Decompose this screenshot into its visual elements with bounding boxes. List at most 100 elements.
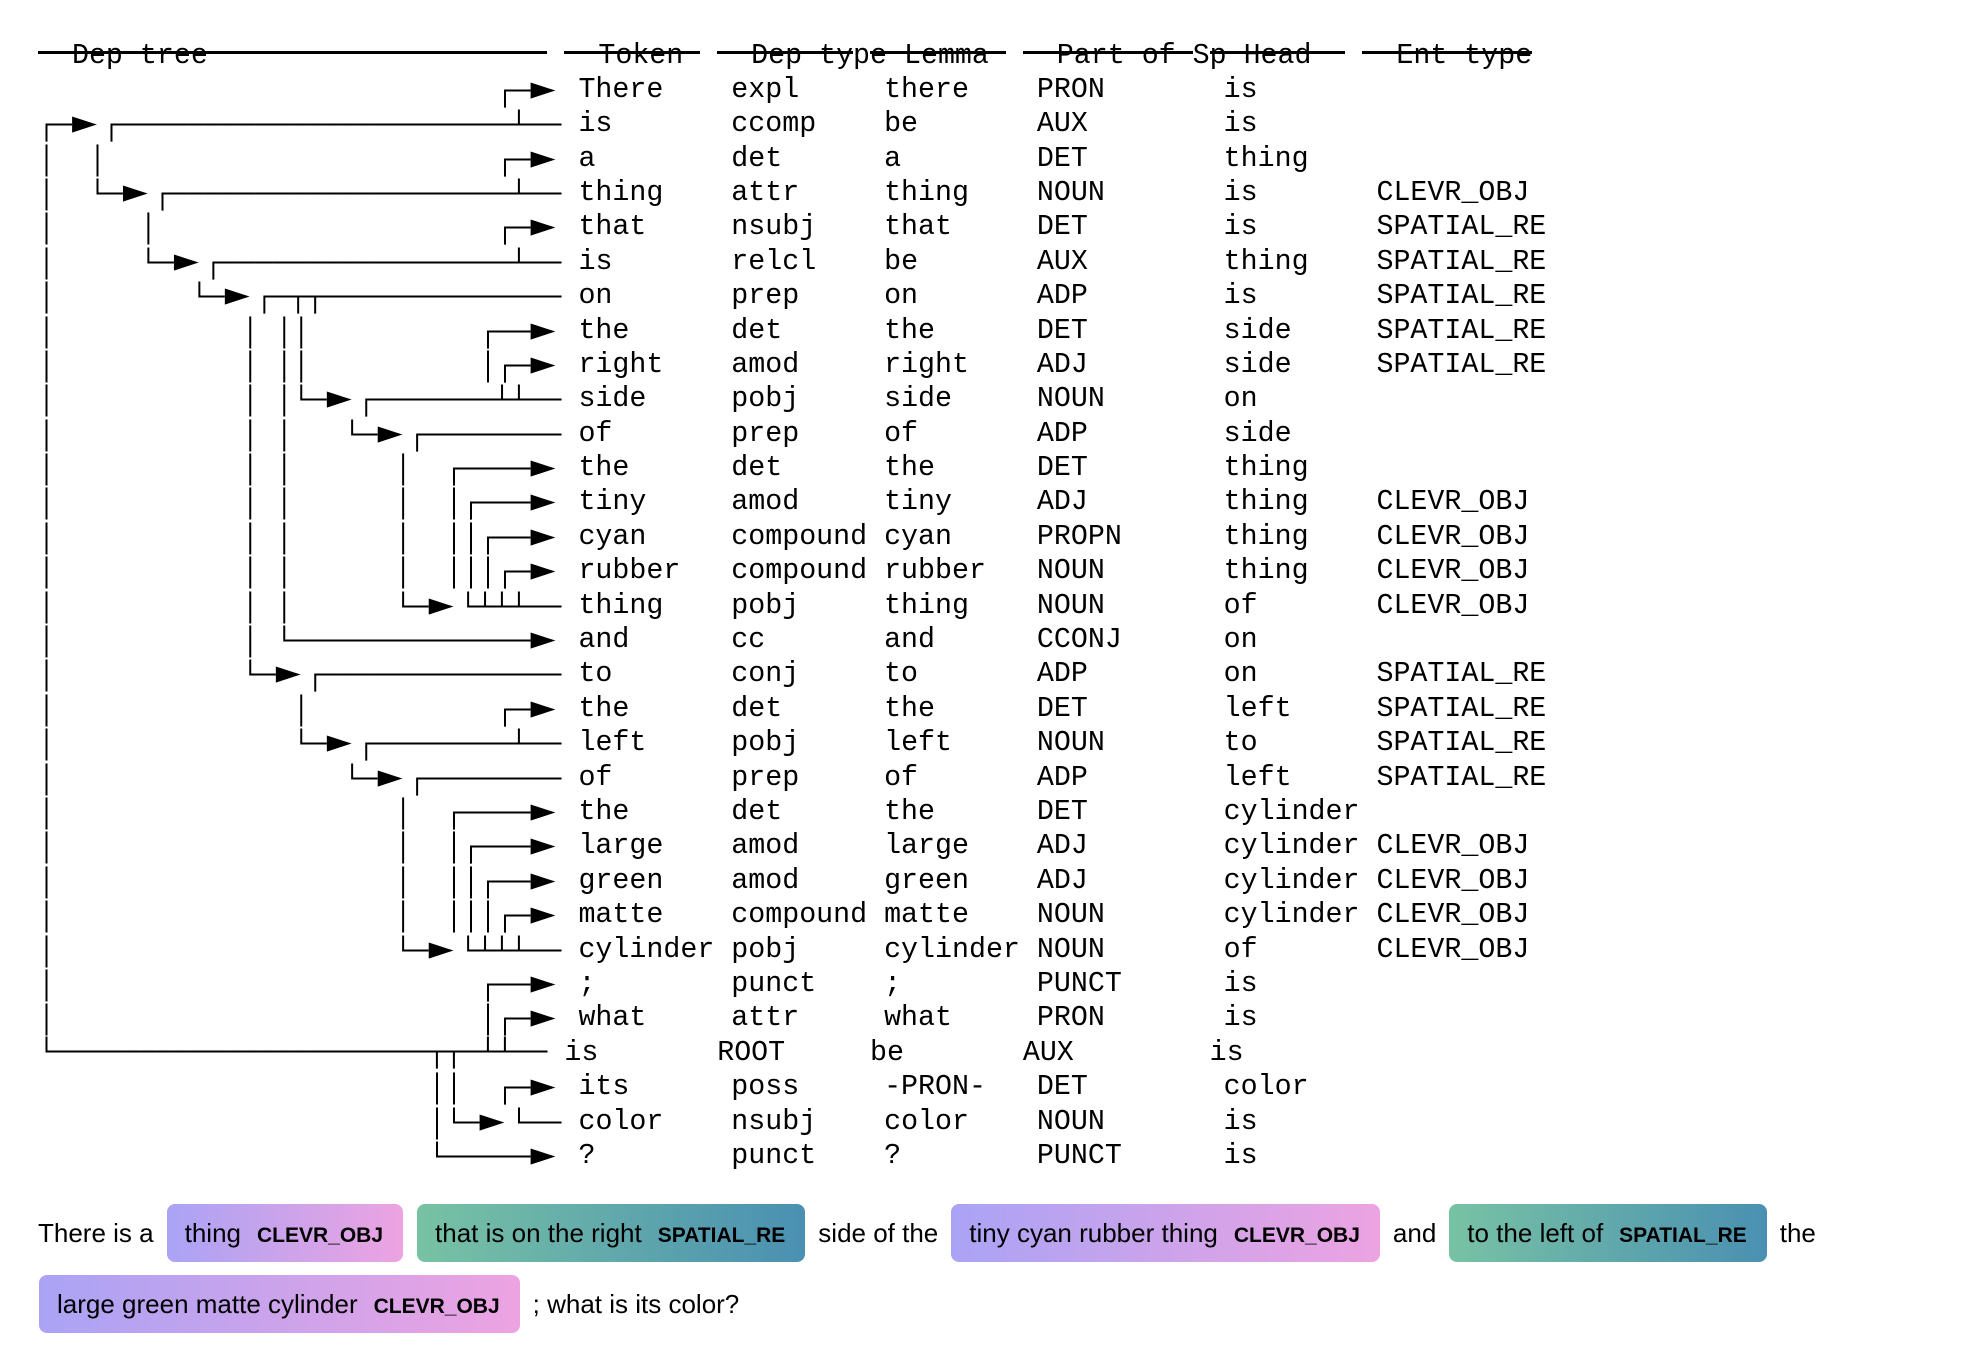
- arrowhead-icon: ►: [530, 309, 556, 348]
- token-cell: matte: [578, 899, 664, 932]
- token-cell: side: [578, 383, 647, 416]
- head-cell: is: [1223, 1105, 1258, 1138]
- token-cell: ?: [578, 1139, 596, 1172]
- divider: [1362, 51, 1533, 54]
- entity-span: thing CLEVR_OBJ: [166, 1204, 404, 1262]
- pos-cell: NOUN: [1036, 383, 1105, 416]
- token-cell: on: [578, 280, 613, 313]
- dep-tree-branch: │ │ │ │ ││┌──►: [38, 515, 561, 556]
- pos-cell: PRON: [1036, 73, 1105, 106]
- arrowhead-icon: ►: [530, 962, 556, 1001]
- lemma-cell: be: [870, 1036, 904, 1069]
- dep-type-cell: amod: [731, 486, 800, 519]
- dep-tree-branch: ┌─► ┌───────────────────────┴──: [38, 103, 562, 143]
- lemma-cell: be: [884, 245, 919, 278]
- pos-cell: ADP: [1036, 280, 1088, 313]
- header-dep-type: Dep type: [751, 40, 888, 73]
- token-cell: a: [578, 142, 596, 175]
- arrowhead-icon: ►: [71, 103, 97, 142]
- dep-tree-branch: │ └─► ┌─────────────────┴──: [38, 240, 562, 280]
- dep-type-cell: cc: [731, 624, 766, 657]
- table-row: │ │ │ │ ┌────► the det the DET thing: [38, 450, 1546, 486]
- entity-text: to the left of: [1467, 1218, 1604, 1248]
- table-row: └──────────────────────┬┬─┴┴── is ROOT be AU…: [38, 1036, 1546, 1070]
- head-cell: cylinder: [1223, 864, 1360, 897]
- lemma-cell: -PRON-: [884, 1071, 986, 1104]
- entity-label: SPATIAL_RE: [657, 1224, 786, 1247]
- dep-type-cell: det: [731, 692, 783, 725]
- pos-cell: ADJ: [1036, 864, 1088, 897]
- table-row: │ │ └──────────────► and cc and CCONJ on: [38, 622, 1546, 658]
- dep-tree-branch: │ │┌─►: [38, 1000, 561, 1037]
- lemma-cell: thing: [884, 176, 969, 209]
- head-cell: side: [1223, 417, 1292, 450]
- table-row: │ │ ││┌──► green amod green ADJ cylinder CLEVR…: [38, 863, 1546, 900]
- entity-text: large green matte cylinder: [57, 1289, 358, 1319]
- plain-text: and: [1392, 1217, 1437, 1248]
- lemma-cell: of: [884, 417, 919, 450]
- lemma-cell: the: [884, 314, 936, 347]
- lemma-cell: the: [884, 452, 936, 485]
- dep-tree-branch: │ └─► ┌──────────────: [38, 653, 562, 693]
- head-cell: is: [1223, 967, 1258, 1000]
- pos-cell: AUX: [1022, 1036, 1074, 1069]
- pos-cell: ADJ: [1036, 486, 1088, 519]
- lemma-cell: to: [884, 658, 919, 691]
- table-row: └─────►? punct? PUNCT is: [38, 1134, 1546, 1175]
- arrowhead-icon: ►: [428, 584, 454, 623]
- pos-cell: NOUN: [1036, 555, 1105, 588]
- dep-type-cell: pobj: [731, 727, 800, 760]
- token-cell: cylinder: [578, 933, 715, 966]
- dep-tree-branch: └─────►: [38, 1134, 561, 1175]
- ent-type-cell: CLEVR_OBJ: [1376, 520, 1530, 553]
- token-cell: green: [578, 864, 664, 897]
- arrowhead-icon: ►: [530, 825, 556, 864]
- pos-cell: ADP: [1036, 417, 1088, 450]
- dep-tree-branch: │ │ ││ ┌──►: [38, 309, 561, 350]
- table-row: ││ ┌─► its poss -PRON- DET color: [38, 1069, 1546, 1105]
- dep-type-cell: ROOT: [717, 1036, 786, 1069]
- table-row: │└─► └── color nsubj color NOUN is: [38, 1100, 1546, 1140]
- dep-tree-branch: │ │ │ └─► ┌────────: [38, 412, 562, 452]
- table-row: │ │ ┌────► the det the DET cylinder: [38, 791, 1546, 830]
- arrowhead-icon: ►: [530, 515, 556, 554]
- dep-tree-branch: │ │ ││┌──►: [38, 863, 561, 900]
- table-row: │ └─► └┴┴┴── cylinder pobj cylinder NOUN of CLE…: [38, 931, 1546, 967]
- ent-type-cell: SPATIAL_RE: [1376, 692, 1547, 725]
- head-cell: thing: [1223, 486, 1309, 519]
- dep-tree-branch: └──────────────────────┬┬─┴┴──: [38, 1036, 548, 1069]
- arrowhead-icon: ►: [530, 791, 556, 829]
- head-cell: thing: [1223, 520, 1309, 553]
- token-cell: thing: [578, 176, 664, 209]
- arrowhead-icon: ►: [326, 722, 352, 761]
- dep-tree-branch: │ │ ┌─►: [38, 691, 561, 728]
- dep-type-cell: poss: [731, 1071, 800, 1104]
- header-part-of-speech: Part of Sp: [1056, 40, 1227, 73]
- dep-type-cell: pobj: [731, 383, 800, 416]
- dep-tree-branch: │└─► └──: [38, 1100, 562, 1140]
- lemma-cell: the: [884, 692, 936, 725]
- arrowhead-icon: ►: [530, 137, 556, 176]
- dep-type-cell: relcl: [731, 245, 817, 278]
- arrowhead-icon: ►: [530, 1134, 556, 1173]
- head-cell: color: [1223, 1071, 1309, 1104]
- token-cell: There: [578, 73, 664, 106]
- head-cell: cylinder: [1223, 796, 1360, 828]
- table-row: │ │ │ └─► └┴┴┴── thing pobj thing NOUN of CLEVR…: [38, 584, 1546, 623]
- arrowhead-icon: ►: [530, 68, 556, 107]
- dep-tree-branch: │ │ ┌─►: [38, 137, 561, 178]
- pos-cell: DET: [1036, 1071, 1088, 1104]
- ent-type-cell: SPATIAL_RE: [1376, 658, 1547, 691]
- table-row: │ └─► ┌──────── of prep of ADP left SPATIAL_RE: [38, 759, 1546, 795]
- dep-type-cell: amod: [731, 348, 800, 381]
- token-cell: color: [578, 1105, 664, 1138]
- token-cell: its: [578, 1071, 630, 1104]
- pos-cell: NOUN: [1036, 727, 1105, 760]
- token-cell: and: [578, 624, 630, 657]
- dep-type-cell: attr: [731, 176, 800, 209]
- token-cell: right: [578, 348, 664, 381]
- table-row: │ │ │ │ ││┌──► cyan compound cyan PROPN thing…: [38, 515, 1546, 556]
- head-cell: left: [1223, 692, 1292, 725]
- head-cell: is: [1223, 280, 1258, 313]
- token-cell: thing: [578, 589, 664, 622]
